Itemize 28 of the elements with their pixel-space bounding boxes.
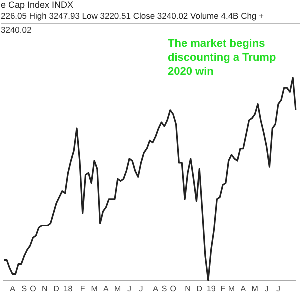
x-tick-label: S: [22, 284, 28, 294]
x-tick-label: J: [276, 284, 280, 294]
x-tick-label: O: [30, 284, 36, 294]
x-tick-label: F: [80, 284, 86, 294]
chart-subtitle: 226.05 High 3247.93 Low 3220.51 Close 3240.02 Volume 4.4B Chg +: [1, 11, 300, 24]
x-tick-label: A: [10, 284, 16, 294]
x-tick-label: J: [264, 284, 269, 294]
x-tick-label: M: [91, 284, 98, 294]
x-tick-label: A: [104, 284, 110, 294]
x-tick-label: 18: [64, 284, 74, 294]
x-tick-label: D: [54, 284, 60, 294]
x-tick-label: N: [185, 284, 192, 294]
x-tick-label: M: [114, 284, 122, 294]
chart-title: e Cap Index INDX: [1, 0, 74, 10]
x-tick-label: D: [196, 284, 203, 294]
x-tick-label: S: [162, 284, 168, 294]
x-tick-label: J: [128, 284, 132, 294]
x-tick-label: A: [240, 284, 247, 294]
x-tick-label: F: [220, 284, 226, 294]
x-tick-label: O: [170, 284, 176, 294]
x-tick-label: J: [139, 284, 144, 294]
x-tick-label: M: [228, 284, 236, 294]
x-tick-label: 19: [206, 284, 216, 294]
x-tick-label: M: [252, 284, 259, 294]
x-tick-label: N: [42, 284, 48, 294]
x-tick-label: A: [153, 284, 160, 294]
text: 3240.02: [1, 25, 32, 35]
annotation: The market begins discounting a Trump 2020 win: [168, 37, 278, 79]
